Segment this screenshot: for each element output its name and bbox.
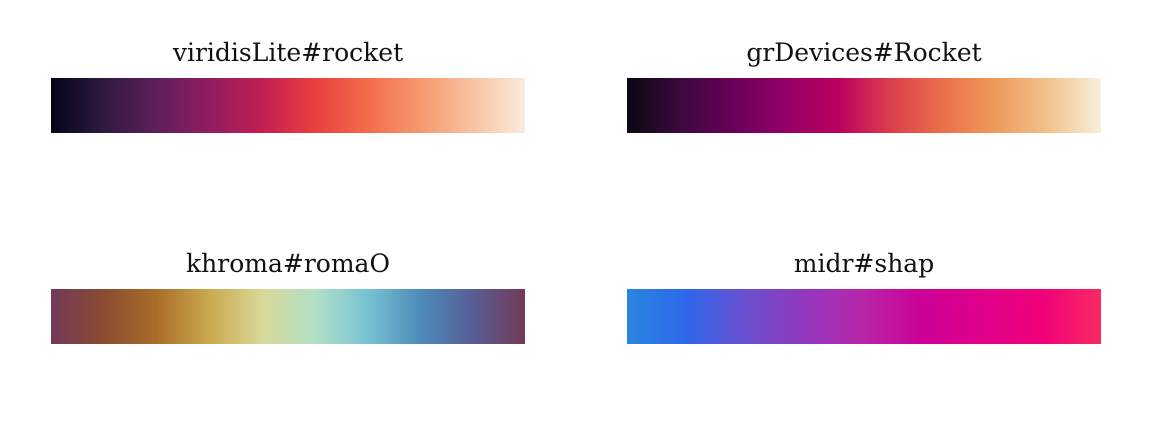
palette-panel-viridislite-rocket: viridisLite#rocket <box>51 38 525 133</box>
palette-title: midr#shap <box>793 249 935 278</box>
palette-gradient-bar <box>627 78 1101 133</box>
palette-gradient-bar <box>51 289 525 344</box>
palette-panel-midr-shap: midr#shap <box>627 249 1101 344</box>
palette-gradient-bar <box>627 289 1101 344</box>
palette-panel-khroma-romao: khroma#romaO <box>51 249 525 344</box>
palette-title: grDevices#Rocket <box>746 38 982 67</box>
palette-gradient-bar <box>51 78 525 133</box>
palette-title: khroma#romaO <box>186 249 390 278</box>
palette-panel-grdevices-rocket: grDevices#Rocket <box>627 38 1101 133</box>
palette-title: viridisLite#rocket <box>172 38 404 67</box>
